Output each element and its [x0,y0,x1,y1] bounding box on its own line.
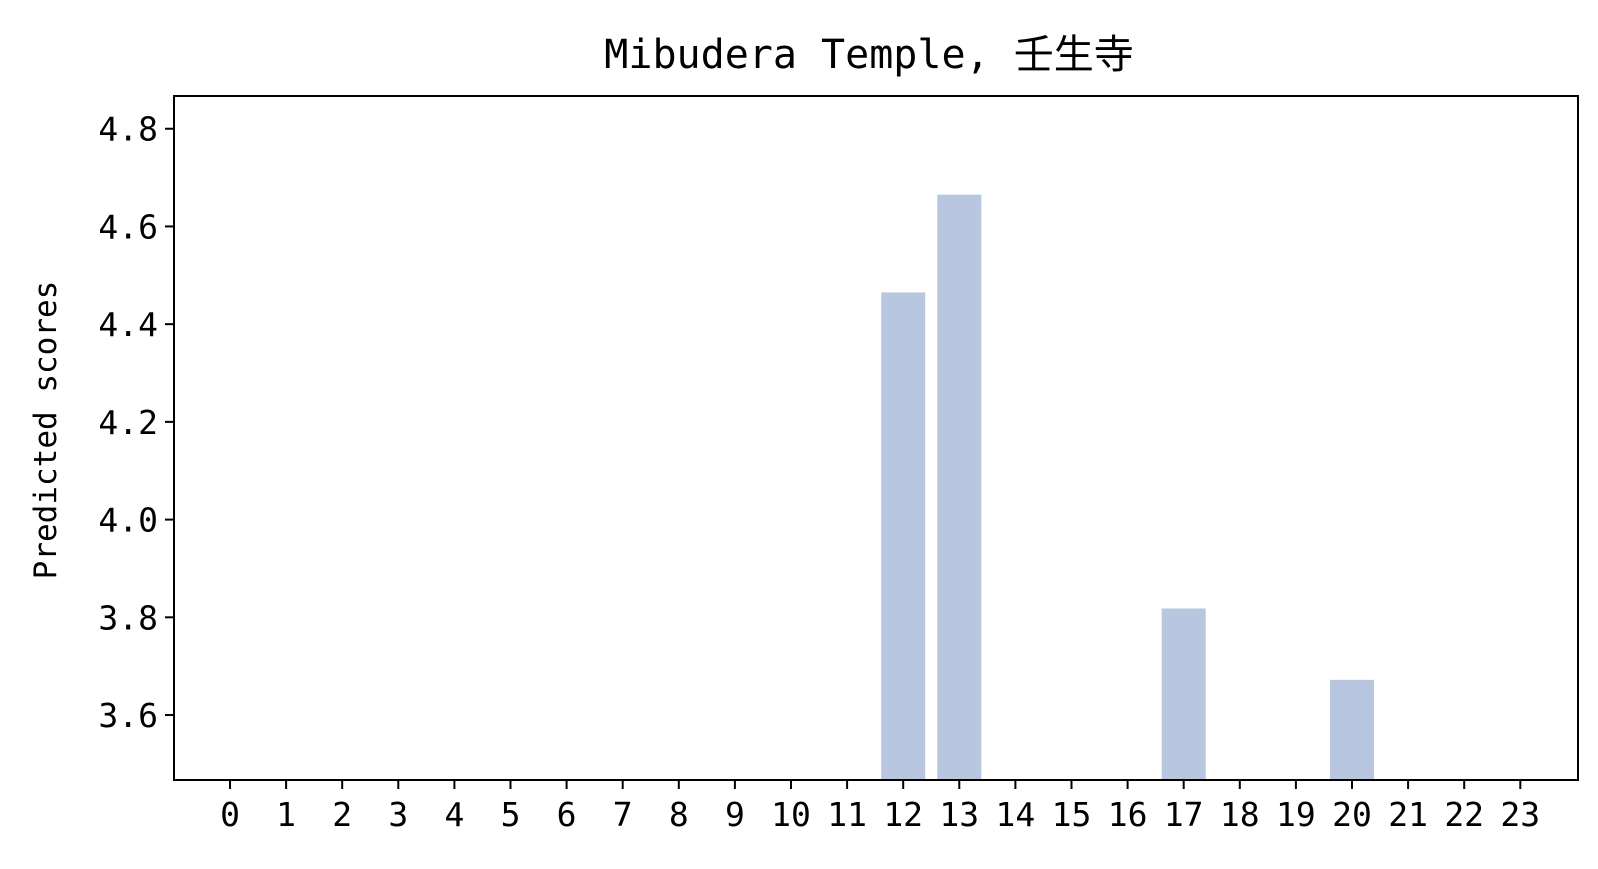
x-tick-label: 13 [939,795,979,834]
y-tick-label: 4.4 [98,305,158,344]
x-tick-label: 7 [613,795,633,834]
y-tick-label: 3.8 [98,598,158,637]
bar-12 [881,292,926,780]
y-tick-label: 4.0 [98,501,158,540]
x-tick-label: 18 [1220,795,1260,834]
x-tick-label: 16 [1108,795,1148,834]
x-tick-label: 11 [827,795,867,834]
x-tick-label: 9 [725,795,745,834]
plot-frame [173,95,1579,781]
y-tick-label: 4.8 [98,110,158,149]
x-tick-label: 17 [1164,795,1204,834]
x-axis-ticks: 0 1 2 3 4 5 6 7 8 9 10 11 12 13 14 15 16 17 18 19 20 21 22 23 [220,780,1540,834]
chart-title: Mibudera Temple, 壬生寺 [604,32,1133,78]
x-tick-label: 14 [996,795,1036,834]
x-tick-label: 5 [501,795,521,834]
x-tick-label: 10 [771,795,811,834]
x-tick-label: 6 [557,795,577,834]
x-tick-label: 20 [1332,795,1372,834]
x-tick-label: 21 [1388,795,1428,834]
bars-group [881,194,1374,781]
y-tick-label: 4.6 [98,207,158,246]
x-tick-label: 1 [276,795,296,834]
bar-17 [1161,608,1206,780]
x-tick-label: 19 [1276,795,1316,834]
x-tick-label: 0 [220,795,240,834]
x-tick-label: 3 [388,795,408,834]
x-tick-label: 23 [1500,795,1540,834]
y-axis-ticks: 3.6 3.8 4.0 4.2 4.4 4.6 4.8 [98,110,174,735]
bar-13 [937,194,982,781]
y-tick-label: 3.6 [98,696,158,735]
y-axis-label: Predicted scores [28,281,64,580]
y-tick-label: 4.2 [98,403,158,442]
x-tick-label: 2 [332,795,352,834]
bar-20 [1330,679,1374,780]
x-tick-label: 12 [883,795,923,834]
x-tick-label: 22 [1444,795,1484,834]
x-tick-label: 15 [1052,795,1092,834]
x-tick-label: 4 [444,795,464,834]
x-tick-label: 8 [669,795,689,834]
